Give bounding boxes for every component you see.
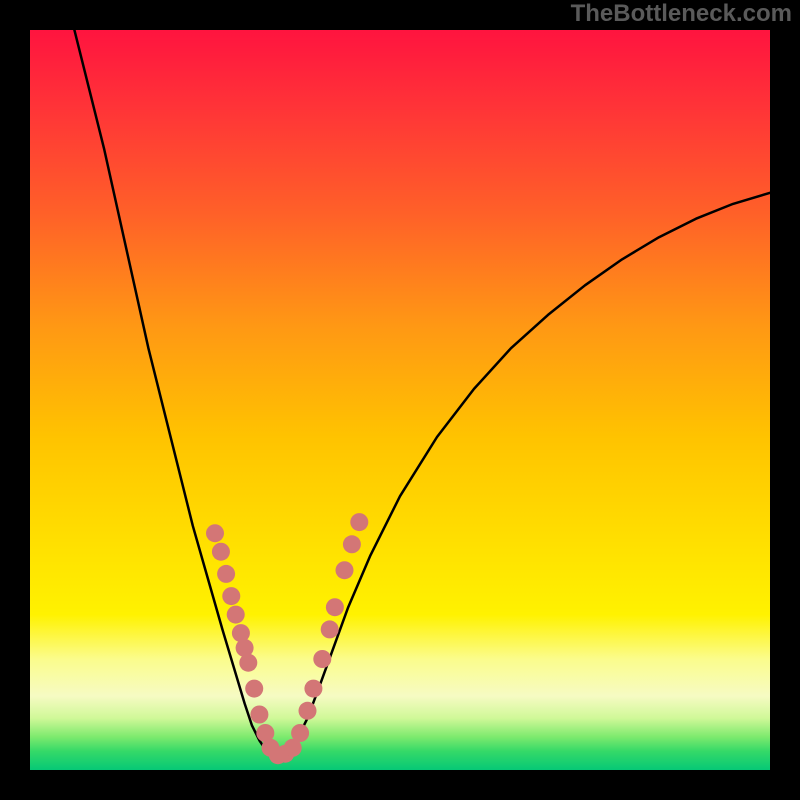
marker-point — [313, 650, 331, 668]
marker-point — [245, 680, 263, 698]
watermark-text: TheBottleneck.com — [571, 0, 792, 28]
plot-background — [30, 30, 770, 770]
marker-point — [336, 561, 354, 579]
marker-point — [206, 524, 224, 542]
marker-point — [304, 680, 322, 698]
marker-point — [250, 706, 268, 724]
marker-point — [227, 606, 245, 624]
marker-point — [350, 513, 368, 531]
marker-point — [321, 620, 339, 638]
chart-container: TheBottleneck.com — [0, 0, 800, 800]
marker-point — [299, 702, 317, 720]
marker-point — [217, 565, 235, 583]
marker-point — [239, 654, 257, 672]
marker-point — [212, 543, 230, 561]
chart-svg — [0, 0, 800, 800]
marker-point — [326, 598, 344, 616]
marker-point — [222, 587, 240, 605]
marker-point — [343, 535, 361, 553]
marker-point — [291, 724, 309, 742]
